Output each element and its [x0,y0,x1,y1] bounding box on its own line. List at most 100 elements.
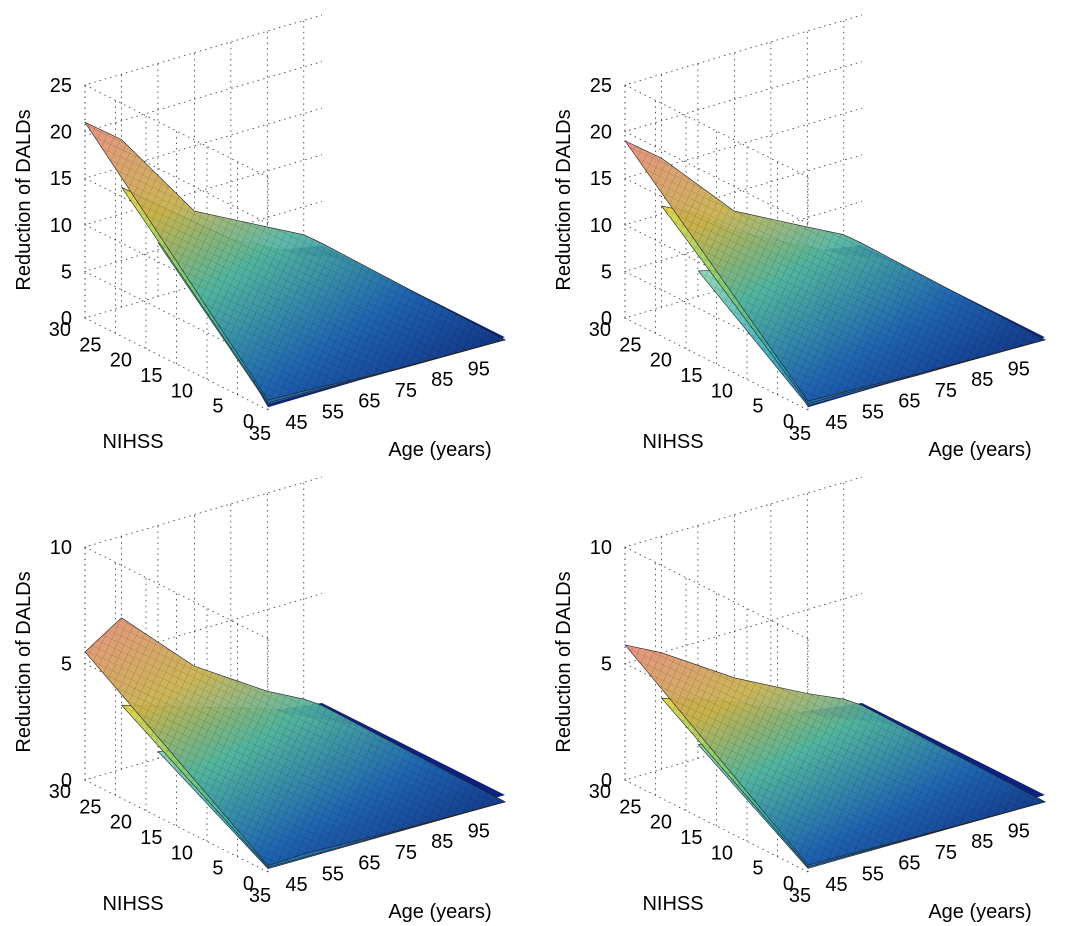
z-gridline [623,154,863,318]
z-tick-label: 0 [601,308,612,330]
z-tick-label: 20 [50,122,72,144]
x-tick-label: 95 [468,358,490,380]
x-tick-label: 45 [285,412,307,434]
y-tick-label: 0 [243,873,254,895]
z-gridline [83,476,323,640]
x-tick-label: 75 [935,380,957,402]
y-axis-label: NIHSS [642,431,703,453]
y-tick-label: 15 [140,365,162,387]
x-tick-label: 85 [971,831,993,853]
z-tick-label: 5 [61,654,72,676]
x-tick-label: 85 [431,831,453,853]
y-tick-label: 20 [650,350,672,372]
x-tick-label: 55 [322,401,344,423]
x-tick-label: 65 [358,391,380,413]
z-gridline [623,476,863,640]
y-tick-label: 15 [680,365,702,387]
surface-mesh-1 [85,617,505,866]
x-tick-label: 75 [935,842,957,864]
x-tick-label: 55 [862,863,884,885]
z-gridline [83,14,323,178]
x-tick-label: 35 [249,423,271,445]
x-tick-label: 65 [898,391,920,413]
x-tick-label: 75 [395,842,417,864]
z-tick-label: 5 [61,261,72,283]
x-tick-label: 35 [249,885,271,907]
x-axis-label: Age (years) [388,901,491,923]
x-tick-label: 35 [789,423,811,445]
x-tick-label: 95 [1008,820,1030,842]
x-tick-label: 65 [898,853,920,875]
z-gridline [623,14,863,178]
y-tick-label: 5 [752,396,763,418]
z-gridline [623,61,863,224]
z-tick-label: 15 [590,168,612,190]
z-tick-label: 20 [590,122,612,144]
x-tick-label: 85 [431,369,453,391]
surface-mesh-1 [625,644,1045,866]
y-tick-label: 10 [711,380,733,402]
x-tick-label: 65 [358,853,380,875]
z-tick-label: 15 [50,168,72,190]
z-axis-label: Reduction of DALDs [553,571,575,752]
z-tick-label: 10 [590,215,612,237]
z-tick-label: 0 [61,308,72,330]
y-tick-label: 20 [110,350,132,372]
x-tick-label: 35 [789,885,811,907]
x-tick-label: 45 [285,874,307,896]
y-tick-label: 0 [243,411,254,433]
z-tick-label: 0 [61,770,72,792]
x-tick-label: 95 [1008,358,1030,380]
x-tick-label: 75 [395,380,417,402]
z-axis-label: Reduction of DALDs [553,109,575,290]
y-tick-label: 30 [589,781,611,803]
x-tick-label: 45 [825,874,847,896]
y-tick-label: 5 [212,396,223,418]
y-tick-label: 20 [650,812,672,834]
x-tick-label: 55 [862,401,884,423]
surface-mesh-1 [85,122,505,401]
y-tick-label: 15 [140,827,162,849]
z-tick-label: 10 [50,215,72,237]
z-axis-label: Reduction of DALDs [13,571,35,752]
x-tick-label: 45 [825,412,847,434]
y-tick-label: 10 [711,842,733,864]
z-gridline [83,154,323,318]
y-tick-label: 5 [212,858,223,880]
z-gridline [83,107,323,271]
y-tick-label: 20 [110,812,132,834]
y-tick-label: 15 [680,827,702,849]
y-tick-label: 25 [619,796,641,818]
z-tick-label: 25 [590,75,612,97]
y-tick-label: 10 [171,842,193,864]
y-tick-label: 30 [49,319,71,341]
x-tick-label: 95 [468,820,490,842]
y-tick-label: 0 [783,411,794,433]
y-tick-label: 0 [783,873,794,895]
z-gridline [623,107,863,271]
z-axis-label: Reduction of DALDs [13,109,35,290]
y-tick-label: 25 [79,796,101,818]
x-axis-label: Age (years) [928,901,1031,923]
z-tick-label: 5 [601,261,612,283]
y-tick-label: 30 [49,781,71,803]
z-tick-label: 10 [50,537,72,559]
z-gridline [83,61,323,224]
y-axis-label: NIHSS [642,893,703,915]
z-tick-label: 25 [50,75,72,97]
y-tick-label: 5 [752,858,763,880]
y-axis-label: NIHSS [102,893,163,915]
x-axis-label: Age (years) [388,439,491,461]
z-tick-label: 5 [601,654,612,676]
y-tick-label: 25 [79,334,101,356]
x-tick-label: 85 [971,369,993,391]
y-tick-label: 10 [171,380,193,402]
y-tick-label: 30 [589,319,611,341]
surface-mesh-1 [625,140,1045,402]
z-tick-label: 10 [590,537,612,559]
